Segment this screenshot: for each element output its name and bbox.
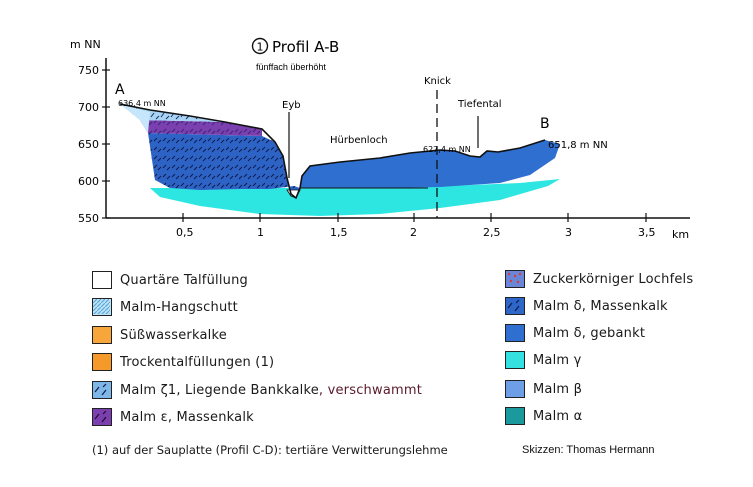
y-tick-750: 750 [78,64,99,77]
y-axis-ticks [102,69,110,219]
swatch-quartaere-talfuellung [92,271,112,289]
legend-label: Malm β [533,381,583,397]
swatch-malm-alpha [505,407,525,425]
legend-label: Malm-Hangschutt [120,299,238,315]
swatch-malm-zeta1 [92,381,112,399]
x-tick-2-5: 2,5 [483,226,501,239]
y-tick-650: 650 [78,138,99,151]
terrain-surface-line [119,103,546,200]
swatch-malm-epsilon [92,408,112,426]
legend-item-malm-zeta1: Malm ζ1, Liegende Bankkalke, verschwammt [92,381,422,399]
title-number: 1 [257,41,264,54]
legend-item-malm-beta: Malm β [505,380,582,398]
x-axis-unit: km [672,228,689,241]
legend-item-malm-delta-gebankt: Malm δ, gebankt [505,324,645,342]
x-tick-3: 3 [565,226,572,239]
legend-label: Malm α [533,408,583,424]
x-tick-0-5: 0,5 [176,226,194,239]
x-tick-3-5: 3,5 [638,226,656,239]
legend-item-malm-hangschutt: Malm-Hangschutt [92,298,238,316]
legend-label: Malm δ, Massenkalk [533,298,668,314]
place-huerbenloch: Hürbenloch [330,135,388,146]
y-axis-unit: m NN [70,38,101,51]
swatch-zuckerkoerniger-lochfels [505,270,525,288]
swatch-trockentalfuellungen [92,353,112,371]
point-a-label: A [115,82,125,98]
y-tick-600: 600 [78,175,99,188]
legend-item-quartaere-talfuellung: Quartäre Talfüllung [92,271,248,289]
hangschutt-layer [120,104,150,133]
place-eyb: Eyb [282,100,301,111]
legend-label-extra: , verschwammt [318,382,423,398]
legend-item-malm-gamma: Malm γ [505,351,581,369]
swatch-suesswasserkalke [92,326,112,344]
x-tick-1: 1 [257,226,264,239]
legend-label-main: Malm ζ1, Liegende Bankkalke [120,382,319,398]
legend-label: Malm ε, Massenkalk [120,409,254,425]
legend-item-malm-epsilon: Malm ε, Massenkalk [92,408,254,426]
point-b-label: B [540,116,550,132]
legend-label: Süßwasserkalke [120,327,227,343]
y-tick-700: 700 [78,101,99,114]
legend-label: Malm ζ1, Liegende Bankkalke, verschwammt [120,383,422,398]
legend-label: Trockentalfüllungen (1) [120,354,275,370]
legend-item-malm-alpha: Malm α [505,407,582,425]
x-tick-1-5: 1,5 [330,226,348,239]
malm-delta-massenkalk-ticks [148,133,300,198]
knick-elevation: 627,4 m NN [423,145,471,154]
place-knick: Knick [424,76,451,87]
point-b-elevation: 651,8 m NN [548,140,608,151]
legend-label: Malm γ [533,352,582,368]
profile-title: Profil A-B [272,38,339,56]
y-tick-550: 550 [78,212,99,225]
footnote: (1) auf der Sauplatte (Profil C-D): tert… [92,443,448,457]
swatch-malm-beta [505,380,525,398]
x-axis-ticks [182,213,647,222]
legend-item-suesswasserkalke: Süßwasserkalke [92,326,227,344]
swatch-malm-delta-massenkalk [505,297,525,315]
legend-label: Zuckerkörniger Lochfels [533,271,694,287]
profile-subtitle: fünffach überhöht [256,62,326,72]
place-tiefental: Tiefental [457,99,502,110]
swatch-malm-gamma [505,351,525,369]
point-a-elevation: 636,4 m NN [118,99,166,108]
x-tick-2: 2 [410,226,417,239]
title-number-circle [251,37,269,55]
legend-item-trockentalfuellungen: Trockentalfüllungen (1) [92,353,274,371]
legend-item-zuckerkoerniger-lochfels: Zuckerkörniger Lochfels [505,270,693,288]
legend-label: Quartäre Talfüllung [120,272,248,288]
legend-item-malm-delta-massenkalk: Malm δ, Massenkalk [505,297,668,315]
legend-label: Malm δ, gebankt [533,325,646,341]
credit: Skizzen: Thomas Hermann [522,444,655,456]
swatch-malm-delta-gebankt [505,324,525,342]
swatch-malm-hangschutt [92,298,112,316]
